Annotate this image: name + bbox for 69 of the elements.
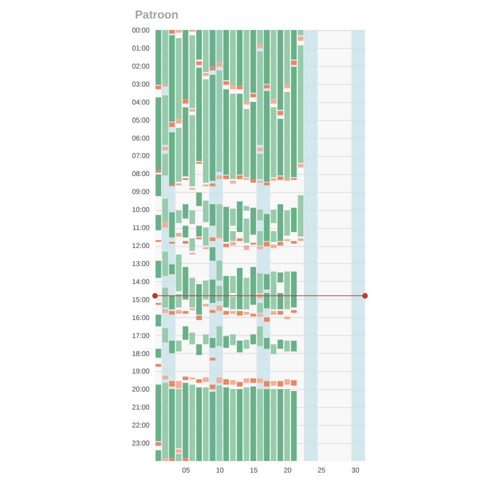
bar xyxy=(210,358,216,360)
bar xyxy=(257,302,263,313)
bar xyxy=(236,389,242,461)
bar xyxy=(162,328,168,342)
bar xyxy=(236,311,242,316)
bar xyxy=(244,387,250,461)
bar xyxy=(176,389,182,448)
bar xyxy=(223,276,229,308)
bar xyxy=(223,311,229,315)
bar xyxy=(169,340,175,354)
bar xyxy=(196,344,202,356)
bar xyxy=(182,376,188,380)
bar xyxy=(236,268,242,310)
bar xyxy=(264,293,270,308)
bar xyxy=(264,317,270,322)
bar xyxy=(264,338,270,349)
bar xyxy=(278,293,284,310)
bar xyxy=(210,247,216,261)
bar xyxy=(230,389,236,461)
bar xyxy=(257,378,263,383)
bar xyxy=(210,280,216,303)
bar xyxy=(156,314,162,326)
bar xyxy=(270,389,276,461)
bar xyxy=(250,334,256,344)
bar xyxy=(182,311,188,314)
bar xyxy=(291,340,297,352)
bar xyxy=(236,382,242,386)
chart-title: Patroon xyxy=(135,10,178,22)
bar xyxy=(156,364,162,367)
bar xyxy=(230,334,236,346)
bar xyxy=(250,378,256,383)
bar xyxy=(196,379,202,383)
bar xyxy=(223,387,229,461)
bar xyxy=(291,390,297,461)
bar xyxy=(223,379,229,385)
bar xyxy=(250,314,256,316)
bar xyxy=(203,387,209,461)
bar xyxy=(176,449,182,453)
bar xyxy=(223,336,229,348)
bar xyxy=(196,284,202,315)
bar xyxy=(156,214,162,230)
bar xyxy=(196,226,202,237)
bar xyxy=(182,226,188,238)
bar xyxy=(182,326,188,340)
bar xyxy=(169,264,175,274)
bar xyxy=(278,381,284,386)
bar xyxy=(250,386,256,461)
bar xyxy=(236,340,242,352)
bar xyxy=(189,384,196,461)
bar xyxy=(216,386,222,461)
bar xyxy=(250,267,256,305)
bar xyxy=(257,326,263,346)
bar xyxy=(278,311,284,315)
bar xyxy=(278,340,284,349)
bar xyxy=(156,260,162,278)
bar xyxy=(162,382,168,458)
bar xyxy=(169,296,175,310)
bar xyxy=(278,272,284,282)
bar xyxy=(182,267,188,300)
bar xyxy=(196,316,202,320)
bar xyxy=(264,274,270,290)
bar xyxy=(176,454,182,461)
bar xyxy=(210,338,216,348)
bar xyxy=(264,381,270,386)
bar xyxy=(291,310,297,313)
bar xyxy=(169,311,175,315)
bar xyxy=(291,380,297,386)
bar xyxy=(210,310,216,313)
bar xyxy=(291,272,297,308)
